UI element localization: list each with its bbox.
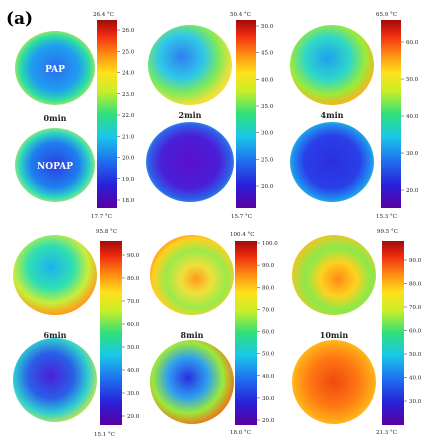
- colorbar-tick-label: 35.0: [261, 104, 274, 110]
- colorbar-tick-label: 60.0: [262, 330, 275, 336]
- panel-6min: 6min 95.8 °C 15.1 °C 90.0 80.0 70.0 60.0 50.…: [13, 229, 140, 438]
- colorbar-tick-label: 80.0: [262, 285, 275, 291]
- panel-2min: 2min 50.4 °C 15.7 °C 50.0 45.0 40.0 35.0 30.…: [146, 12, 274, 220]
- colorbar-tick-label: 90.0: [262, 263, 275, 269]
- colorbar: [235, 241, 257, 425]
- colorbar: [97, 20, 117, 208]
- colorbar-tick-label: 50.0: [409, 352, 422, 358]
- colorbar-tick-label: 40.0: [406, 114, 419, 120]
- colorbar-tick-label: 80.0: [409, 282, 422, 288]
- scale-min: 15.1 °C: [94, 432, 115, 438]
- time-label: 10min: [320, 330, 349, 340]
- scale-max: 65.9 °C: [376, 12, 397, 18]
- scale-max: 100.4 °C: [230, 232, 254, 238]
- colorbar-tick-label: 25.0: [261, 157, 274, 163]
- colorbar: [382, 241, 404, 425]
- colorbar: [236, 20, 256, 208]
- nopap-disc: [292, 340, 376, 424]
- scale-max: 99.5 °C: [377, 229, 398, 235]
- colorbar-tick-label: 100.0: [262, 241, 278, 247]
- pap-disc: [290, 25, 374, 105]
- colorbar-tick-label: 30.0: [406, 151, 419, 157]
- panel-4min: 4min 65.9 °C 15.3 °C 60.0 50.0 40.0 30.0 20.…: [290, 12, 419, 220]
- colorbar-tick-label: 50.0: [261, 24, 274, 30]
- colorbar-tick-label: 80.0: [127, 276, 140, 282]
- nopap-disc: [146, 122, 234, 202]
- colorbar: [381, 20, 401, 208]
- time-label: 0min: [44, 113, 67, 123]
- colorbar-tick-label: 30.0: [261, 131, 274, 137]
- colorbar-tick-label: 30.0: [262, 396, 275, 402]
- scale-max: 50.4 °C: [230, 12, 251, 18]
- colorbar-tick-label: 90.0: [409, 258, 422, 264]
- nopap-disc: [13, 338, 97, 422]
- scale-min: 15.3 °C: [376, 214, 397, 220]
- scale-min: 17.7 °C: [91, 214, 112, 220]
- colorbar-tick-label: 60.0: [127, 322, 140, 328]
- colorbar-tick-label: 50.0: [406, 77, 419, 83]
- scale-min: 15.7 °C: [231, 214, 252, 220]
- panel-0min: PAP 0min NOPAP 26.4 °C 17.7 °C 26.0 25.0 2…: [15, 12, 135, 220]
- colorbar-tick-label: 26.0: [122, 28, 135, 34]
- nopap-disc: [15, 128, 95, 202]
- colorbar-tick-label: 20.0: [262, 418, 275, 424]
- colorbar-tick-label: 90.0: [127, 253, 140, 259]
- colorbar-tick-label: 60.0: [406, 40, 419, 46]
- colorbar-tick-label: 20.0: [122, 156, 135, 162]
- colorbar-tick-label: 40.0: [409, 376, 422, 382]
- colorbar-tick-label: 23.0: [122, 92, 135, 98]
- time-label: 2min: [179, 110, 202, 120]
- colorbar-tick-label: 40.0: [262, 374, 275, 380]
- colorbar-tick-label: 24.0: [122, 71, 135, 77]
- colorbar-tick-label: 22.0: [122, 113, 135, 119]
- nopap-disc: [290, 122, 374, 202]
- colorbar-tick-label: 70.0: [262, 307, 275, 313]
- colorbar: [100, 241, 122, 425]
- pap-disc: [15, 31, 95, 105]
- panel-label: (a): [6, 9, 33, 29]
- time-label: 4min: [321, 110, 344, 120]
- colorbar-tick-label: 19.0: [122, 177, 135, 183]
- time-label: 6min: [44, 330, 67, 340]
- pap-disc: [292, 235, 376, 315]
- colorbar-tick-label: 21.0: [122, 134, 135, 140]
- time-label: 8min: [181, 330, 204, 340]
- colorbar-tick-label: 50.0: [262, 352, 275, 358]
- colorbar-tick-label: 18.0: [122, 198, 135, 204]
- colorbar-tick-label: 70.0: [409, 305, 422, 311]
- colorbar-tick-label: 20.0: [261, 184, 274, 190]
- pap-disc: [13, 235, 97, 315]
- pap-label: PAP: [45, 65, 65, 75]
- colorbar-tick-label: 70.0: [127, 299, 140, 305]
- colorbar-tick-label: 40.0: [261, 77, 274, 83]
- panel-10min: 10min 99.5 °C 21.3 °C 90.0 80.0 70.0 60.0 50…: [292, 229, 422, 436]
- colorbar-tick-label: 25.0: [122, 49, 135, 55]
- scale-max: 95.8 °C: [96, 229, 117, 235]
- colorbar-tick-label: 20.0: [127, 414, 140, 420]
- colorbar-tick-label: 40.0: [127, 368, 140, 374]
- pap-disc: [148, 25, 232, 105]
- scale-min: 21.3 °C: [376, 430, 397, 436]
- colorbar-tick-label: 50.0: [127, 345, 140, 351]
- scale-min: 18.0 °C: [230, 430, 251, 436]
- pap-disc: [150, 235, 234, 315]
- colorbar-tick-label: 20.0: [406, 188, 419, 194]
- nopap-disc: [150, 340, 234, 424]
- colorbar-tick-label: 45.0: [261, 51, 274, 57]
- colorbar-tick-label: 60.0: [409, 329, 422, 335]
- panel-8min: 8min 100.4 °C 18.0 °C 100.0 90.0 80.0 70.0 6…: [150, 232, 278, 436]
- nopap-label: NOPAP: [37, 162, 73, 172]
- scale-max: 26.4 °C: [93, 12, 114, 18]
- colorbar-tick-label: 30.0: [409, 399, 422, 405]
- colorbar-tick-label: 30.0: [127, 391, 140, 397]
